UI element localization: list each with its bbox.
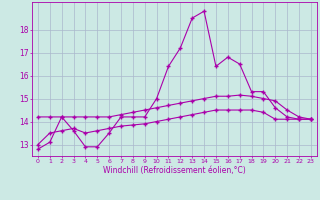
X-axis label: Windchill (Refroidissement éolien,°C): Windchill (Refroidissement éolien,°C) bbox=[103, 166, 246, 175]
